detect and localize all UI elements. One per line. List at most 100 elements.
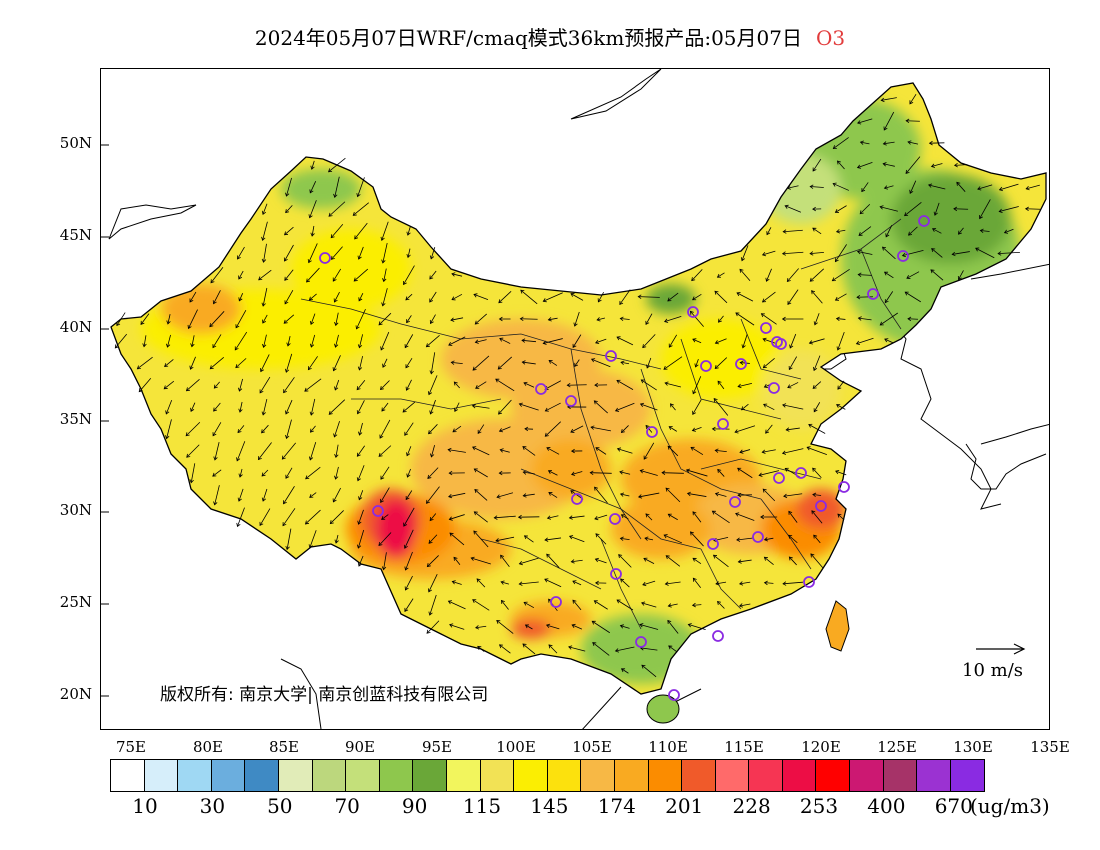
wind-arrow: [813, 402, 821, 413]
wind-arrow: [713, 397, 729, 416]
wind-arrow: [639, 469, 658, 476]
wind-arrow: [663, 534, 683, 544]
lat-label-25n: 25N: [59, 593, 92, 611]
wind-arrow: [308, 200, 317, 219]
colorbar-tick-label: 30: [199, 794, 226, 818]
wind-arrow: [329, 510, 344, 525]
wind-arrow: [594, 382, 608, 388]
wind-arrow: [570, 559, 583, 564]
wind-arrow: [665, 487, 681, 503]
wind-arrow: [447, 447, 466, 453]
wind-arrow: [906, 271, 920, 279]
wind-arrow: [639, 402, 658, 411]
wind-arrow: [639, 623, 659, 630]
wind-arrow: [495, 536, 515, 543]
wind-arrow: [781, 448, 804, 455]
wind-arrow: [475, 381, 487, 389]
lon-label-120e: 120E: [801, 738, 841, 756]
wind-arrow: [837, 380, 845, 390]
wind-arrow: [739, 268, 751, 281]
wind-arrow: [406, 446, 412, 457]
wind-arrow: [570, 293, 584, 301]
station-marker: [897, 250, 909, 262]
wind-arrow: [499, 448, 510, 453]
colorbar-swatch: [346, 760, 380, 791]
wind-arrow: [381, 242, 388, 264]
wind-arrow: [548, 359, 558, 366]
wind-arrow: [187, 309, 198, 330]
wind-arrow: [1025, 184, 1040, 191]
wind-arrow: [692, 293, 702, 301]
wind-arrow: [813, 355, 821, 372]
wind-arrow: [285, 177, 292, 197]
wind-arrow: [140, 313, 150, 325]
wind-arrow: [185, 378, 200, 392]
pollutant-label: O3: [815, 26, 846, 50]
colorbar-unit: (ug/m3): [970, 794, 1050, 818]
wind-arrow: [859, 140, 870, 145]
wind-arrow: [544, 421, 561, 437]
wind-arrow: [310, 225, 315, 237]
wind-arrow: [493, 515, 516, 520]
wind-arrow: [784, 204, 802, 213]
wind-arrow: [523, 535, 534, 543]
wind-arrow: [522, 643, 536, 655]
wind-arrow: [283, 226, 294, 236]
wind-arrow: [429, 247, 436, 260]
wind-arrow: [717, 380, 725, 390]
station-marker: [687, 306, 699, 318]
wind-arrow: [834, 205, 847, 213]
wind-arrow: [620, 514, 629, 520]
wind-arrow: [667, 619, 679, 634]
wind-arrow: [761, 291, 776, 303]
wind-arrow: [574, 359, 580, 367]
wind-arrow: [334, 312, 339, 327]
wind-arrow: [449, 623, 465, 630]
wind-arrow: [741, 334, 748, 349]
wind-arrow: [667, 445, 679, 457]
wind-arrow: [716, 272, 725, 278]
wind-arrow: [476, 578, 486, 588]
station-marker: [565, 395, 577, 407]
wind-arrow: [715, 581, 727, 586]
wind-arrow: [405, 490, 413, 501]
wind-arrow: [548, 492, 558, 498]
wind-arrow: [930, 163, 943, 168]
wind-arrow: [692, 376, 702, 395]
wind-arrow: [616, 599, 634, 611]
wind-arrow: [380, 466, 390, 480]
wind-arrow: [905, 156, 921, 174]
wind-arrow: [595, 447, 607, 455]
map-title: 2024年05月07日WRF/cmaq模式36km预报产品:05月07日 O3: [0, 22, 1100, 51]
wind-arrow: [213, 402, 221, 412]
wind-arrow: [235, 358, 247, 369]
wind-arrow: [640, 379, 657, 391]
wind-arrow: [518, 557, 539, 566]
wind-arrow: [429, 445, 435, 458]
wind-arrow: [522, 446, 536, 456]
wind-arrow: [931, 228, 942, 234]
wind-arrow: [884, 291, 894, 304]
wind-arrow: [235, 310, 247, 329]
wind-arrow: [427, 375, 438, 396]
wind-arrow: [310, 160, 315, 170]
wind-arrow: [760, 514, 778, 520]
wind-arrow: [328, 399, 346, 415]
wind-arrow: [236, 507, 245, 528]
wind-arrow: [309, 492, 317, 498]
wind-arrow: [473, 293, 489, 300]
wind-arrow: [522, 493, 535, 498]
wind-arrow: [591, 620, 610, 634]
wind-arrow: [498, 399, 512, 415]
wind-arrow: [813, 534, 821, 544]
wind-arrow: [261, 287, 268, 307]
wind-arrow: [782, 581, 803, 586]
wind-arrow: [166, 314, 171, 325]
wind-arrow: [355, 308, 366, 330]
reference-vector-arrow: [976, 643, 1026, 655]
wind-arrow: [498, 290, 512, 304]
wind-arrow: [262, 314, 268, 324]
wind-arrow: [426, 486, 440, 504]
wind-arrow: [213, 485, 220, 506]
wind-arrow: [786, 185, 799, 190]
